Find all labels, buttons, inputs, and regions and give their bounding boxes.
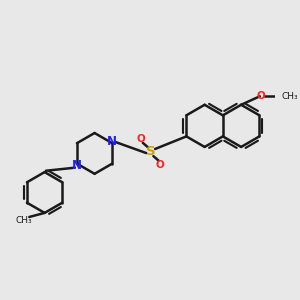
Text: O: O: [156, 160, 165, 170]
Text: CH₃: CH₃: [16, 216, 32, 225]
Text: N: N: [107, 135, 117, 148]
Text: O: O: [256, 91, 265, 100]
Text: N: N: [72, 159, 82, 172]
Text: S: S: [146, 145, 155, 158]
Text: CH₃: CH₃: [282, 92, 298, 101]
Text: O: O: [137, 134, 146, 144]
